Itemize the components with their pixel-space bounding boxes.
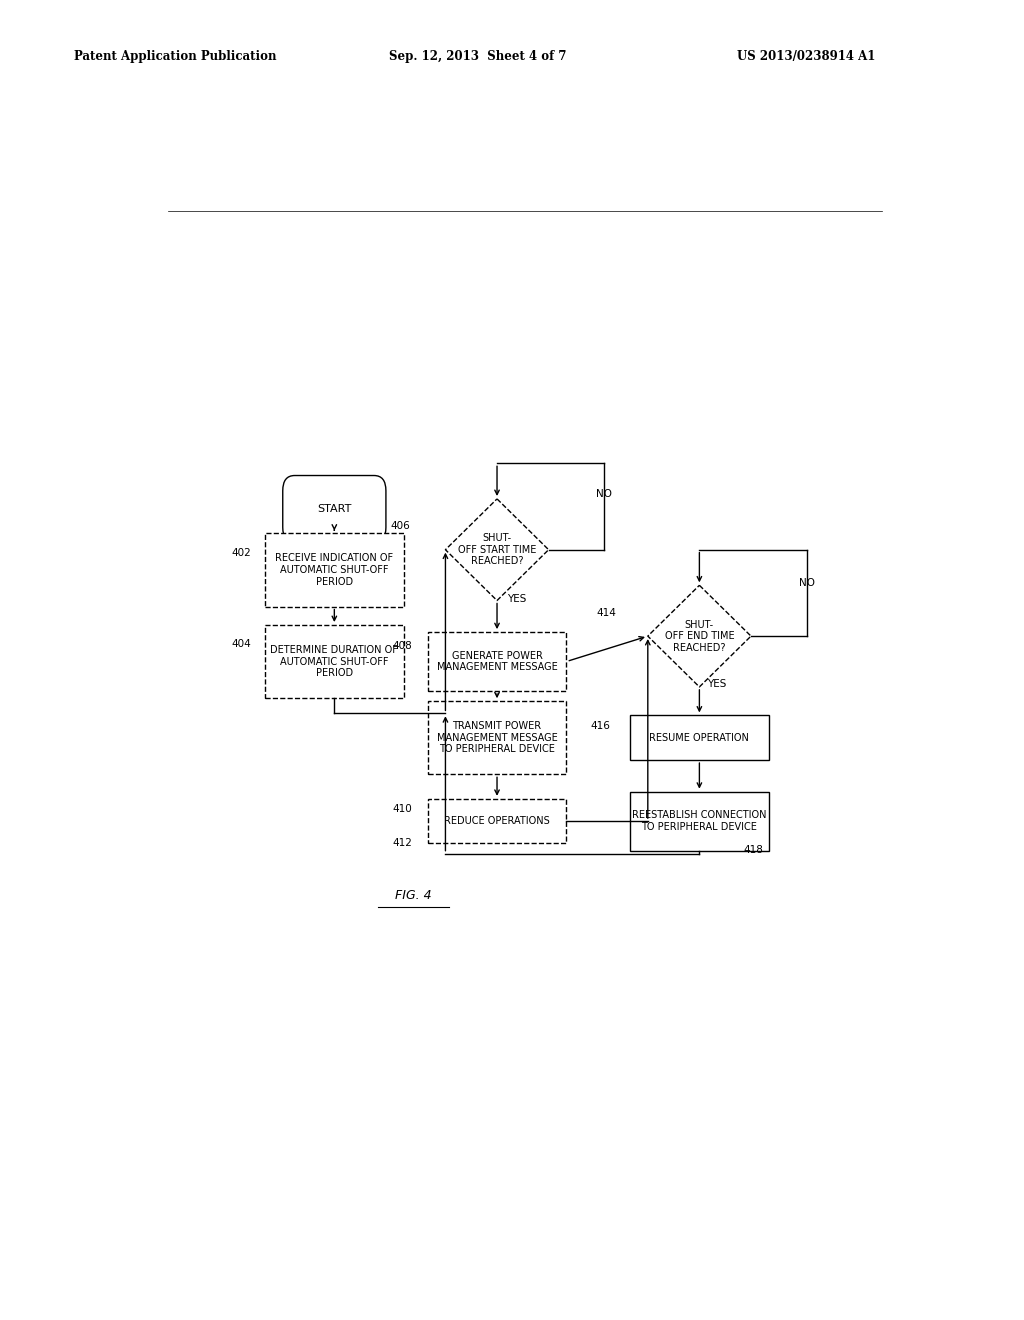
- Text: START: START: [317, 504, 351, 513]
- Text: YES: YES: [708, 678, 727, 689]
- Text: 418: 418: [743, 845, 763, 854]
- Text: REESTABLISH CONNECTION
TO PERIPHERAL DEVICE: REESTABLISH CONNECTION TO PERIPHERAL DEV…: [632, 810, 767, 832]
- Text: RECEIVE INDICATION OF
AUTOMATIC SHUT-OFF
PERIOD: RECEIVE INDICATION OF AUTOMATIC SHUT-OFF…: [275, 553, 393, 586]
- Text: 410: 410: [392, 804, 412, 814]
- Text: GENERATE POWER
MANAGEMENT MESSAGE: GENERATE POWER MANAGEMENT MESSAGE: [436, 651, 557, 672]
- Bar: [630, 715, 769, 760]
- Text: 416: 416: [591, 721, 610, 730]
- Text: 406: 406: [390, 521, 410, 532]
- Text: SHUT-
OFF END TIME
REACHED?: SHUT- OFF END TIME REACHED?: [665, 619, 734, 652]
- Text: 402: 402: [231, 548, 251, 558]
- Text: DETERMINE DURATION OF
AUTOMATIC SHUT-OFF
PERIOD: DETERMINE DURATION OF AUTOMATIC SHUT-OFF…: [270, 645, 398, 678]
- Text: Patent Application Publication: Patent Application Publication: [74, 50, 276, 63]
- Bar: [265, 624, 403, 698]
- Text: 408: 408: [392, 642, 412, 651]
- Bar: [630, 792, 769, 850]
- Text: Sep. 12, 2013  Sheet 4 of 7: Sep. 12, 2013 Sheet 4 of 7: [389, 50, 566, 63]
- Text: 412: 412: [392, 838, 412, 849]
- Bar: [428, 632, 566, 690]
- Polygon shape: [445, 499, 549, 601]
- Text: YES: YES: [507, 594, 526, 603]
- Text: NO: NO: [596, 488, 612, 499]
- Text: NO: NO: [799, 578, 815, 589]
- FancyBboxPatch shape: [283, 475, 386, 543]
- Text: REDUCE OPERATIONS: REDUCE OPERATIONS: [444, 816, 550, 826]
- Bar: [428, 799, 566, 843]
- Text: RESUME OPERATION: RESUME OPERATION: [649, 733, 750, 743]
- Text: TRANSMIT POWER
MANAGEMENT MESSAGE
TO PERIPHERAL DEVICE: TRANSMIT POWER MANAGEMENT MESSAGE TO PER…: [436, 721, 557, 754]
- Polygon shape: [648, 585, 751, 686]
- Bar: [265, 533, 403, 607]
- Text: 404: 404: [231, 639, 251, 649]
- Text: FIG. 4: FIG. 4: [395, 888, 432, 902]
- Text: SHUT-
OFF START TIME
REACHED?: SHUT- OFF START TIME REACHED?: [458, 533, 537, 566]
- Text: 414: 414: [596, 607, 616, 618]
- Bar: [428, 701, 566, 775]
- Text: US 2013/0238914 A1: US 2013/0238914 A1: [737, 50, 876, 63]
